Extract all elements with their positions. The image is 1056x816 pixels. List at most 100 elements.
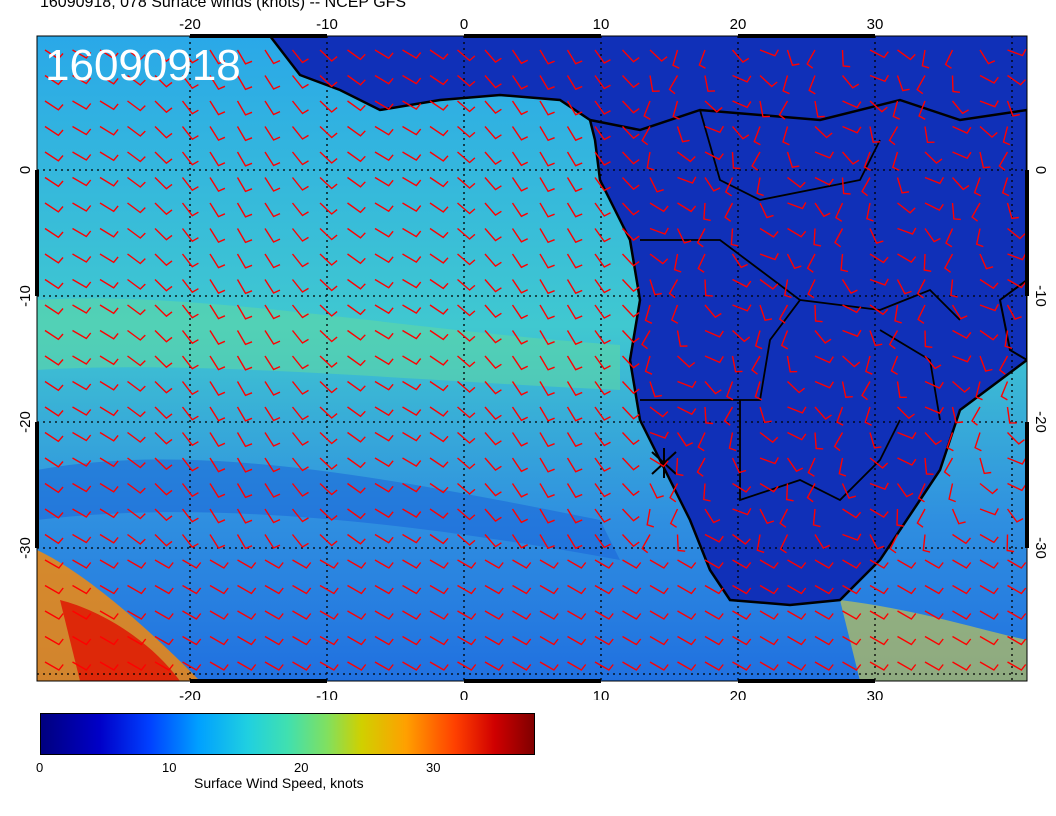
wind-barb-icon [511,228,529,243]
wind-barb-icon [99,49,119,60]
wind-barb-icon [896,177,910,194]
wind-barb-icon [728,432,737,452]
wind-barb-icon [457,176,476,189]
wind-barb-icon [127,508,146,520]
wind-barb-icon [374,176,394,187]
wind-barb-icon [704,533,724,543]
wind-barb-icon [402,457,422,468]
wind-barb-icon [236,432,253,448]
wind-barb-icon [181,100,199,115]
wind-barb-icon [566,432,583,448]
wind-barb-icon [866,202,874,222]
wind-barb-icon [814,304,823,323]
wind-barb-icon [347,304,366,316]
wind-barb-icon [44,661,64,671]
wind-barb-icon [181,330,199,345]
wind-barb-icon [347,457,366,469]
wind-barb-icon [594,177,611,192]
wind-barb-icon [429,253,449,264]
wind-barb-icon [896,279,912,295]
wind-barb-icon [484,534,502,548]
wind-barb-icon [732,635,752,646]
wind-barb-icon [319,125,338,139]
wind-barb-icon [782,126,790,146]
wind-barb-icon [759,457,779,465]
wind-barb-icon [649,75,660,93]
wind-barb-icon [697,253,706,273]
wind-barb-icon [731,49,750,64]
wind-barb-icon [841,279,858,294]
wind-barb-icon [402,661,422,671]
wind-barb-icon [923,253,932,272]
wind-barb-icon [759,74,778,88]
wind-barb-icon [209,381,226,396]
wind-barb-icon [402,635,422,646]
wind-barb-icon [951,304,968,320]
wind-barb-icon [842,508,862,519]
wind-barb-icon [127,482,146,494]
wind-barb-icon [127,304,146,316]
wind-barb-icon [44,635,64,646]
wind-barb-icon [704,381,722,395]
wind-barb-icon [539,381,555,397]
wind-barb-icon [924,584,944,595]
colorbar-tick: 30 [426,760,441,775]
wind-barb-icon [154,126,173,139]
wind-barb-icon [732,661,752,671]
wind-barb-icon [979,303,999,312]
wind-barb-icon [154,151,173,165]
wind-barb-icon [99,227,119,238]
wind-barb-icon [209,228,226,243]
wind-barb-icon [732,304,752,312]
wind-barb-icon [1006,508,1024,523]
wind-barb-icon [916,75,926,95]
wind-barb-icon [237,635,257,646]
wind-barb-icon [896,75,910,92]
wind-barb-icon [594,253,611,268]
wind-barb-icon [1007,559,1027,569]
wind-barb-icon [1007,584,1027,595]
wind-barb-icon [869,304,889,316]
land-southern-africa [588,98,1027,607]
wind-barb-icon [99,431,119,442]
wind-barb-icon [457,355,476,368]
wind-barb-icon [539,508,555,524]
colorbar-tick: 20 [294,760,309,775]
wind-barb-icon [429,482,449,494]
lon-label: -20 [179,688,201,700]
wind-barb-icon [622,559,642,569]
wind-barb-icon [72,457,92,467]
wind-barb-icon [512,635,532,646]
wind-barb-icon [264,381,281,396]
wind-barb-icon [842,304,862,314]
wind-barb-icon [539,457,555,473]
lat-label: -20 [17,411,34,433]
wind-barb-icon [787,584,807,595]
wind-barb-icon [154,559,174,569]
wind-barb-icon [484,508,502,523]
country-border [739,400,901,502]
wind-barb-icon [704,125,725,134]
wind-barb-icon [759,482,779,493]
wind-barb-icon [979,584,999,595]
wind-barb-icon [402,482,422,493]
wind-barb-icon [861,177,871,197]
wind-barb-icon [236,355,253,371]
wind-barb-icon [979,610,999,620]
wind-barb-icon [264,406,281,422]
wind-barb-icon [319,202,338,215]
wind-barb-icon [841,75,860,89]
wind-barb-icon [72,380,92,391]
wind-barb-icon [974,432,982,452]
wind-barb-icon [539,635,559,646]
wind-barb-icon [566,253,583,269]
wind-barb-icon [264,228,281,243]
lon-label: -20 [179,16,201,33]
wind-barb-icon [347,253,366,265]
wind-barb-icon [127,457,146,469]
wind-barb-icon [236,279,253,295]
wind-barb-icon [566,202,583,218]
wind-barb-icon [621,330,640,344]
wind-barb-icon [181,406,199,421]
wind-barb-icon [841,151,860,165]
